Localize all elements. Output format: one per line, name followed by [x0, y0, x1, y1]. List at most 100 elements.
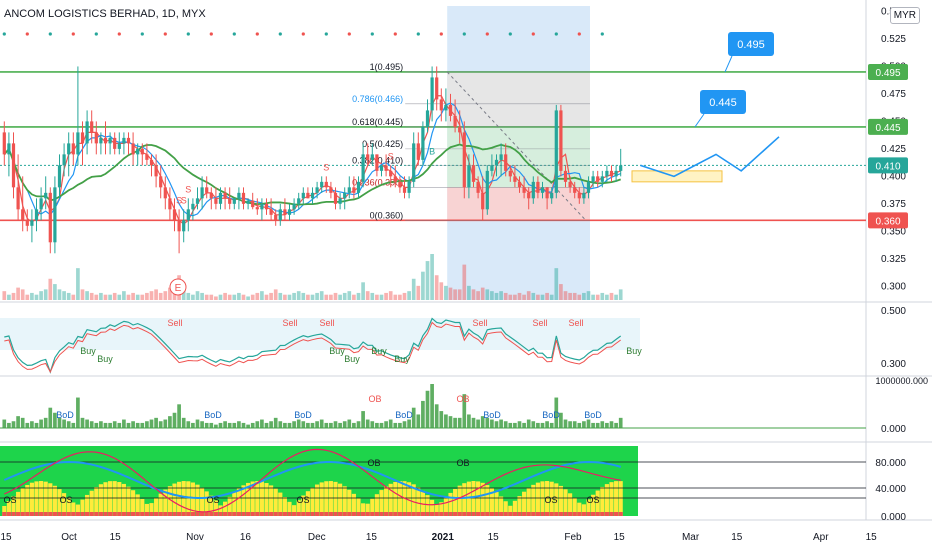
- volume-bar: [2, 291, 7, 300]
- signal-dot: [71, 32, 75, 36]
- bod-bar: [476, 419, 480, 428]
- signal-dot: [117, 32, 121, 36]
- candle-body: [527, 192, 531, 199]
- candle-body: [596, 176, 600, 182]
- volume-bar: [7, 294, 11, 300]
- bod-bar: [485, 417, 490, 428]
- volume-bar: [572, 292, 577, 300]
- stoch-bar: [586, 499, 591, 516]
- candle-body: [453, 115, 457, 127]
- candle-body: [255, 207, 259, 210]
- candle-body: [2, 132, 6, 155]
- candle-body: [315, 187, 319, 193]
- stoch-os-label: OS: [206, 495, 219, 505]
- bod-bar: [563, 419, 568, 428]
- candle-body: [550, 192, 554, 199]
- bod-bar: [204, 422, 209, 428]
- level-badge-label: 0.495: [875, 68, 900, 79]
- candle-body: [467, 165, 471, 188]
- osc-sell-label: Sell: [532, 318, 547, 328]
- volume-bar: [278, 292, 283, 300]
- candle-body: [416, 143, 420, 160]
- candle-body: [306, 192, 310, 199]
- stoch-bar-low: [535, 512, 540, 516]
- volume-bar: [264, 294, 269, 300]
- fib-label: 0.236(0.390): [352, 177, 403, 187]
- candle-body: [605, 170, 609, 177]
- signal-dot: [554, 32, 558, 36]
- stoch-bar-low: [66, 512, 71, 516]
- bod-bar: [338, 422, 342, 428]
- bod-bar: [444, 414, 448, 428]
- price-tick-label: 0.425: [881, 144, 906, 155]
- stoch-bar-low: [25, 512, 30, 516]
- bod-bar: [20, 417, 25, 428]
- bod-bar: [66, 421, 71, 428]
- osc-buy-label: Buy: [97, 354, 113, 364]
- stoch-bar-low: [351, 512, 356, 516]
- stoch-bar: [310, 487, 315, 516]
- stoch-bar-low: [361, 512, 366, 516]
- bod-bar: [462, 394, 467, 428]
- stoch-bar-low: [264, 512, 269, 516]
- stoch-bar: [121, 483, 126, 516]
- candle-body: [600, 176, 604, 182]
- stoch-bar: [66, 497, 71, 516]
- candle-body: [614, 170, 618, 177]
- volume-bar: [200, 292, 204, 300]
- stoch-bar-low: [89, 512, 94, 516]
- volume-bar: [287, 294, 292, 300]
- chart-title: ANCOM LOGISTICS BERHAD, 1D, MYX: [4, 8, 206, 20]
- signal-dot: [324, 32, 328, 36]
- stoch-bar-low: [526, 512, 531, 516]
- currency-badge[interactable]: MYR: [889, 7, 920, 24]
- signal-dot: [94, 32, 98, 36]
- stoch-bar: [604, 484, 609, 516]
- stoch-bar: [200, 487, 205, 516]
- volume-bar: [131, 292, 135, 300]
- bod-bar: [246, 424, 250, 428]
- volume-bar: [301, 292, 306, 300]
- osc-tick-label: 0.500: [881, 306, 906, 317]
- stoch-bar: [16, 491, 21, 516]
- volume-bar: [76, 268, 80, 300]
- bod-label: BoD: [56, 410, 74, 420]
- volume-bar: [237, 292, 241, 300]
- bod-bar: [112, 421, 117, 428]
- stoch-bar-low: [480, 512, 485, 516]
- stoch-bar: [485, 485, 490, 516]
- bod-bar: [430, 384, 434, 428]
- stoch-bar-low: [62, 512, 67, 516]
- stoch-bar: [540, 481, 545, 516]
- volume-bar: [34, 294, 39, 300]
- stoch-bar-low: [370, 512, 375, 516]
- bod-bar: [554, 397, 559, 428]
- volume-bar: [448, 287, 453, 300]
- stoch-bar-low: [508, 512, 513, 516]
- candle-body: [481, 192, 485, 210]
- stoch-bar-low: [200, 512, 205, 516]
- stoch-bar: [609, 482, 614, 516]
- candle-body: [30, 220, 34, 226]
- stoch-bar: [135, 494, 140, 516]
- stoch-bar-low: [94, 512, 99, 516]
- volume-bar: [457, 289, 462, 300]
- stoch-bar: [85, 494, 90, 516]
- volume-bar: [269, 292, 273, 300]
- volume-bar: [559, 284, 563, 300]
- stoch-bar-low: [531, 512, 536, 516]
- candle-body: [264, 203, 269, 210]
- volume-bar: [356, 292, 361, 300]
- stoch-bar: [388, 483, 393, 516]
- stoch-bar: [476, 481, 481, 516]
- volume-bar: [407, 291, 411, 300]
- volume-bar: [375, 294, 379, 300]
- stoch-bar-low: [430, 512, 435, 516]
- stoch-bar-low: [476, 512, 481, 516]
- osc-sell-label: Sell: [282, 318, 297, 328]
- volume-bar: [365, 291, 370, 300]
- bod-bar: [16, 416, 20, 428]
- x-tick-label: Mar: [682, 532, 700, 543]
- signal-dot: [140, 32, 144, 36]
